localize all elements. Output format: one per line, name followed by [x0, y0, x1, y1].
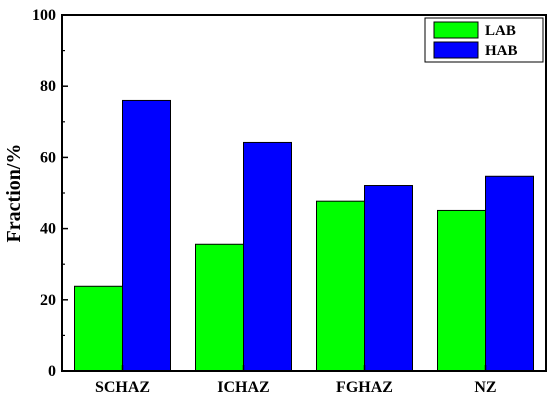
y-axis-ticks: 0 20 40 60 80 100: [32, 7, 68, 380]
bar-hab-schaz: [122, 99, 171, 372]
y-tick-label: 60: [40, 149, 56, 166]
y-axis-title: Fraction/%: [3, 144, 25, 243]
legend: LAB HAB: [424, 17, 544, 63]
x-tick-label: FGHAZ: [336, 379, 393, 396]
bar-lab-ichaz: [195, 243, 244, 372]
bars-group: [74, 99, 534, 372]
bar-lab-schaz: [74, 285, 123, 372]
x-tick-label: NZ: [474, 379, 496, 396]
x-tick-label: ICHAZ: [217, 379, 269, 396]
y-tick-label: 0: [48, 363, 56, 380]
legend-swatch-hab: [433, 41, 479, 59]
x-tick-label: SCHAZ: [95, 379, 150, 396]
bar-lab-fghaz: [316, 200, 365, 372]
bar-hab-fghaz: [364, 185, 413, 372]
y-tick-label: 20: [40, 292, 56, 309]
bar-hab-ichaz: [243, 141, 292, 372]
x-axis-ticks: SCHAZ ICHAZ FGHAZ NZ: [95, 365, 497, 396]
legend-label-lab: LAB: [485, 23, 516, 39]
bar-hab-nz: [485, 175, 534, 372]
y-tick-label: 80: [40, 78, 56, 95]
plot-frame: [61, 14, 547, 372]
legend-label-hab: HAB: [485, 43, 518, 59]
y-tick-label: 40: [40, 221, 56, 238]
legend-swatch-lab: [433, 21, 479, 39]
bar-lab-nz: [437, 209, 486, 372]
y-tick-label: 100: [32, 7, 56, 24]
